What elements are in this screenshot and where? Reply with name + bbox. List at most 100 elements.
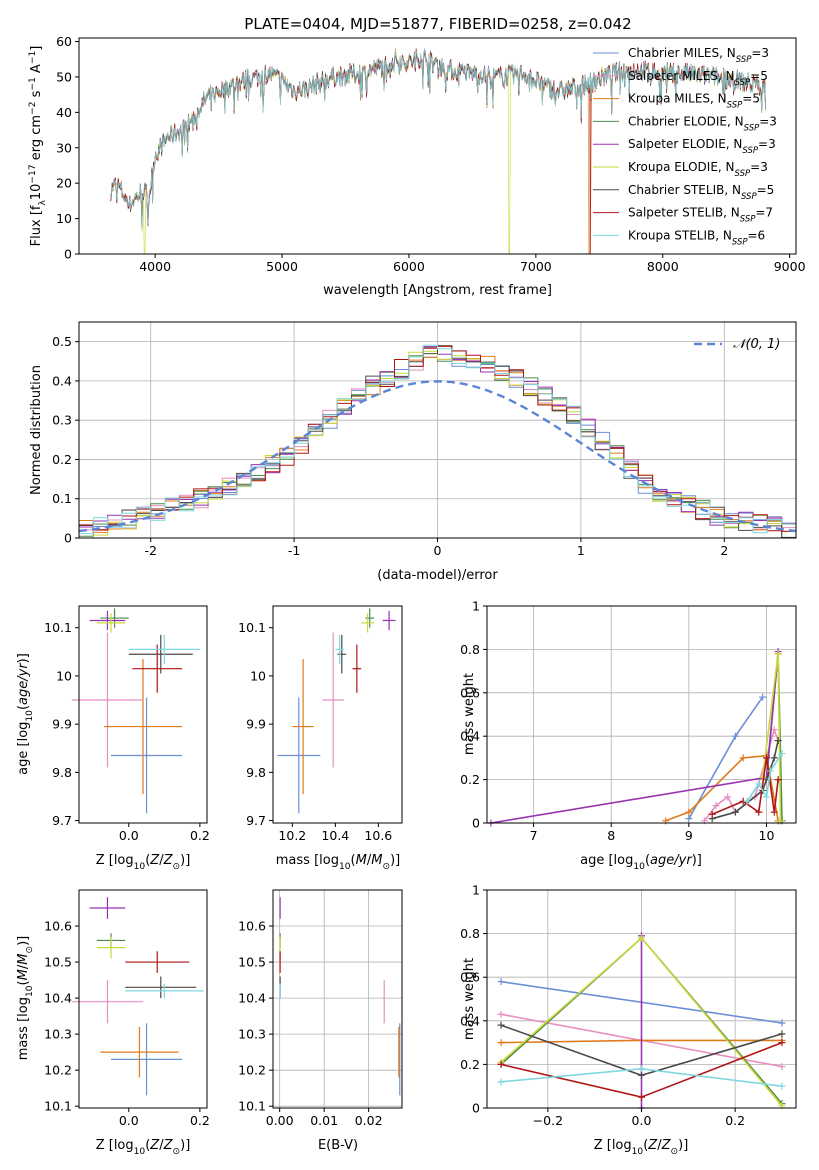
axes-frame (272, 605, 403, 824)
y-axis-label: mass weight (462, 958, 477, 1040)
normal-reference-curve (78, 380, 797, 533)
legend-entry: Salpeter MILES, NSSP=5 (628, 69, 768, 88)
weight-marker (724, 793, 732, 801)
x-tick-label: 7 (530, 828, 538, 843)
y-tick-label: 10 (250, 668, 266, 683)
legend-entry: Chabrier MILES, NSSP=3 (628, 46, 769, 65)
y-tick-label: 9.8 (246, 765, 266, 780)
x-axis-label: Z [log10(Z/Z⊙)] (96, 853, 191, 872)
histogram-step-9 (79, 344, 796, 535)
y-tick-label: 10.3 (238, 1027, 266, 1042)
weight-marker (708, 810, 716, 818)
weight-marker (774, 650, 782, 658)
weight-marker (778, 1019, 786, 1027)
x-axis-label: age [log10(age/yr)] (580, 853, 702, 872)
legend-entry: Kroupa MILES, NSSP=5 (628, 92, 760, 111)
y-tick-label: 9.9 (246, 717, 266, 732)
y-tick-label: 10.1 (44, 1099, 72, 1114)
x-tick-label: 0 (434, 543, 442, 558)
weight-marker (739, 754, 747, 762)
y-tick-label: 0 (472, 1101, 480, 1116)
legend-entry: Kroupa ELODIE, NSSP=3 (628, 160, 768, 179)
x-tick-label: 0.0 (119, 828, 139, 843)
y-tick-label: 10.4 (44, 991, 72, 1006)
weight-marker (497, 1078, 505, 1086)
weight-marker (712, 802, 720, 810)
y-tick-label: 10 (56, 668, 72, 683)
legend-entry: Chabrier ELODIE, NSSP=3 (628, 114, 777, 133)
mass-vs-extinction-panel: 0.00 0.01 0.02 10.1 10.2 10.3 10.4 10.5 10.6 E(B-… (238, 889, 403, 1153)
y-tick-label: 10.5 (44, 955, 72, 970)
weight-marker (770, 726, 778, 734)
y-tick-label: 10.4 (238, 991, 266, 1006)
x-axis-label: E(B-V) (318, 1138, 358, 1153)
weight-marker (497, 1039, 505, 1047)
weight-line-salpeter-stelib (711, 757, 779, 816)
y-tick-label: 0.2 (52, 452, 72, 467)
y-tick-label: 10.3 (44, 1027, 72, 1042)
x-tick-label: 10.2 (278, 828, 306, 843)
y-axis-label: Flux [fλ10−17 erg cm−2 s−1 A−1] (28, 46, 48, 247)
y-tick-label: 0.2 (460, 772, 480, 787)
age-vs-mass-panel: 10.2 10.4 10.6 9.7 9.8 9.9 10 10.1 mass [log10(M… (238, 605, 403, 872)
weight-marker (774, 776, 782, 784)
y-tick-label: 0.8 (460, 642, 480, 657)
y-tick-label: 10.1 (238, 1099, 266, 1114)
y-tick-label: 10.2 (238, 1063, 266, 1078)
weight-marker (685, 808, 693, 816)
weight-marker (778, 1039, 786, 1047)
x-tick-label: 9000 (774, 259, 806, 274)
histogram-step-6 (79, 350, 796, 539)
axes-frame (78, 889, 208, 1109)
y-tick-label: 0 (64, 247, 72, 262)
y-tick-label: 0.1 (52, 491, 72, 506)
y-tick-label: 0.4 (460, 1013, 480, 1028)
y-tick-label: 10.6 (238, 919, 266, 934)
x-tick-label: -1 (288, 543, 300, 558)
spectrum-panel: 4000 5000 6000 7000 8000 9000 0 10 20 30 40 50 60 wav… (28, 34, 806, 298)
figure-title: PLATE=0404, MJD=51877, FIBERID=0258, z=0… (244, 15, 631, 33)
x-tick-label: 7000 (520, 259, 552, 274)
weight-marker (743, 797, 751, 805)
y-axis-label: mass [log10(M/M⊙)] (16, 936, 35, 1060)
weight-marker (770, 808, 778, 816)
weight-marker (638, 1065, 645, 1073)
axes-frame (78, 605, 208, 824)
y-tick-label: 40 (56, 105, 72, 120)
weight-marker (497, 978, 505, 986)
x-tick-label: 2 (720, 543, 728, 558)
y-tick-label: 0.3 (52, 413, 72, 428)
legend-entry: Salpeter STELIB, NSSP=7 (628, 206, 773, 225)
y-tick-label: 10 (56, 211, 72, 226)
weight-marker (497, 1010, 505, 1018)
weight-marker (731, 732, 739, 740)
weight-marker (770, 754, 778, 762)
x-tick-label: 4000 (139, 259, 171, 274)
x-tick-label: 10.4 (321, 828, 349, 843)
weight-marker (762, 754, 770, 762)
y-tick-label: 30 (56, 140, 72, 155)
y-tick-label: 60 (56, 34, 72, 49)
legend-entry: Chabrier STELIB, NSSP=5 (628, 183, 774, 202)
x-tick-label: -2 (144, 543, 156, 558)
weight-marker (774, 737, 782, 745)
y-axis-label: mass weight (462, 673, 477, 755)
y-tick-label: 0 (472, 816, 480, 831)
weight-marker (778, 1082, 786, 1090)
weight-vs-age-panel: 7 8 9 10 0 0.2 0.4 0.6 0.8 1 age [log10(age/yr)] ma… (460, 599, 797, 872)
weight-marker (638, 934, 645, 942)
y-tick-label: 0.4 (52, 373, 72, 388)
y-tick-label: 20 (56, 176, 72, 191)
x-axis-label: Z [log10(Z/Z⊙)] (96, 1138, 191, 1157)
weight-marker (778, 750, 786, 758)
x-axis-label: mass [log10(M/M⊙)] (276, 853, 400, 872)
residual-histogram-panel: -2 -1 0 1 2 0 0.1 0.2 0.3 0.4 0.5 (data-model)/erro… (29, 321, 797, 583)
weight-marker (638, 1071, 645, 1079)
x-tick-label: 8000 (647, 259, 679, 274)
x-tick-label: 9 (685, 828, 693, 843)
y-tick-label: 1 (472, 599, 480, 614)
spectrum-line-kroupa-stelib (110, 48, 766, 229)
x-tick-label: 0.02 (355, 1113, 383, 1128)
